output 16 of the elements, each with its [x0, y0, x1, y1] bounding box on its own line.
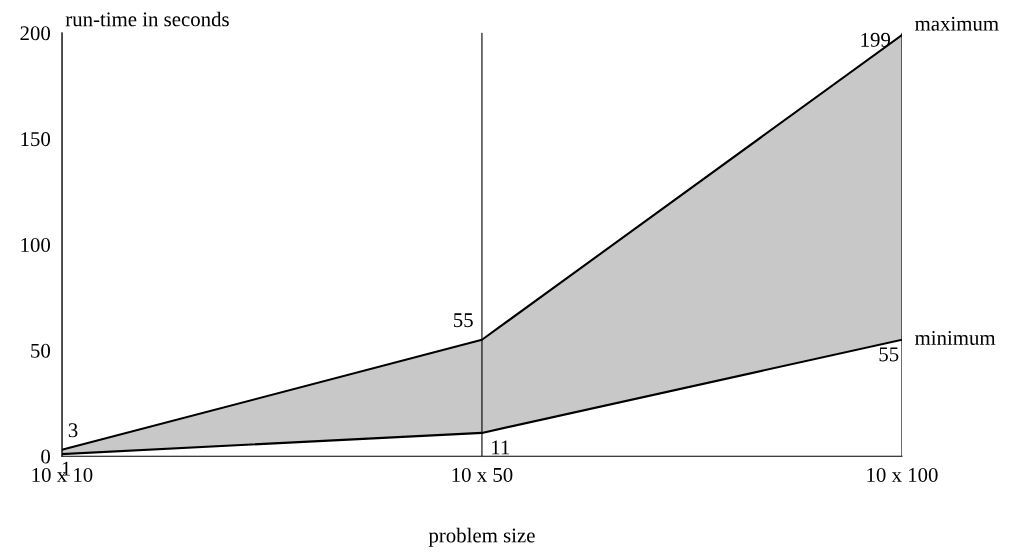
y-tick-label: 150	[21, 132, 51, 147]
x-tick-label: 10 x 100	[867, 467, 938, 482]
x-tick-label: 10 x 50	[452, 467, 513, 482]
y-tick-label: 200	[20, 26, 51, 41]
series-label: maximum	[915, 16, 999, 31]
data-label: 55	[453, 313, 473, 328]
y-tick-label: 50	[31, 343, 51, 358]
y-tick-label: 100	[21, 237, 51, 252]
y-axis-title: run-time in seconds	[65, 11, 229, 27]
data-label: 55	[879, 347, 899, 362]
series-label: minimum	[915, 330, 996, 345]
x-axis-title: problem size	[428, 527, 535, 547]
data-label: 3	[68, 423, 78, 438]
y-tick-label: 0	[41, 449, 51, 464]
data-label: 199	[861, 32, 890, 47]
data-label: 11	[492, 440, 510, 455]
